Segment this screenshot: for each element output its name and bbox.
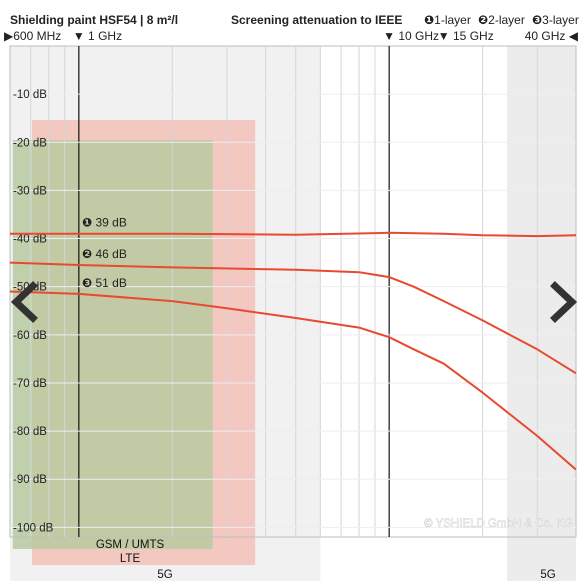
annotation-1: ❶ 39 dB bbox=[82, 216, 127, 230]
band-gsm-umts bbox=[12, 140, 213, 549]
y-tick-label: -30 dB bbox=[13, 185, 47, 197]
series-lines bbox=[9, 231, 577, 471]
band-5g-mmwave bbox=[507, 46, 576, 581]
band-label-4: 5G bbox=[540, 569, 555, 581]
grid bbox=[10, 46, 576, 537]
annotation-marker: ❷ bbox=[82, 247, 96, 261]
annotation-value: 46 dB bbox=[96, 247, 127, 261]
legend-label: 3-layer bbox=[542, 13, 579, 27]
annotation-value: 39 dB bbox=[96, 216, 127, 230]
annotation-2: ❷ 46 dB bbox=[82, 247, 127, 261]
y-tick-label: -90 dB bbox=[13, 474, 47, 486]
y-tick-label: -100 dB bbox=[13, 522, 54, 534]
legend-item-1: ❶1-layer bbox=[424, 13, 471, 27]
legend-label: 1-layer bbox=[434, 13, 471, 27]
band-label-3: 5G bbox=[157, 569, 172, 581]
chevron-right-icon bbox=[550, 281, 578, 323]
series-annotations: ❶ 39 dB ❷ 46 dB ❸ 51 dB bbox=[82, 216, 127, 290]
annotation-marker: ❶ bbox=[82, 216, 96, 230]
next-arrow-button[interactable]: › bbox=[0, 0, 578, 323]
prev-arrow-button[interactable]: ‹ bbox=[0, 0, 38, 323]
freq-marker-5: 40 GHz ◀ bbox=[525, 29, 579, 43]
series-line-2 bbox=[9, 261, 577, 375]
frequency-markers: ▶600 MHz ▼ 1 GHz ▼ 10 GHz▼ 15 GHz 40 GHz ◀ bbox=[4, 29, 579, 43]
copyright-text: © YSHIELD GmbH & Co. KG bbox=[424, 518, 573, 530]
freq-marker-3: ▼ 10 GHz bbox=[383, 29, 439, 43]
series-line-1 bbox=[10, 231, 577, 238]
freq-marker-1: ▶600 MHz bbox=[4, 29, 61, 43]
freq-marker-2: ▼ 1 GHz bbox=[73, 29, 122, 43]
annotation-3: ❸ 51 dB bbox=[82, 276, 127, 290]
chart-subtitle: Screening attenuation to IEEE bbox=[231, 13, 402, 27]
series-line-3 bbox=[9, 290, 577, 471]
y-tick-labels: -10 dB-20 dB-30 dB-40 dB-50 dB-60 dB-70 … bbox=[13, 89, 54, 534]
band-label-1: GSM / UMTS bbox=[96, 539, 165, 551]
chevron-left-icon bbox=[10, 281, 38, 323]
y-tick-label: -20 dB bbox=[13, 137, 47, 149]
band-label-2: LTE bbox=[120, 553, 141, 565]
y-tick-label: -10 dB bbox=[13, 89, 47, 101]
legend-label: 2-layer bbox=[488, 13, 525, 27]
freq-marker-4: ▼ 15 GHz bbox=[438, 29, 494, 43]
legend-marker: ❷ bbox=[478, 13, 488, 27]
chart-title: Shielding paint HSF54 | 8 m²/l bbox=[10, 13, 178, 27]
y-tick-label: -70 dB bbox=[13, 378, 47, 390]
legend-item-3: ❸3-layer bbox=[532, 13, 579, 27]
legend-marker: ❶ bbox=[424, 13, 434, 27]
y-tick-label: -80 dB bbox=[13, 426, 47, 438]
annotation-marker: ❸ bbox=[82, 276, 96, 290]
y-tick-label: -40 dB bbox=[13, 234, 47, 246]
legend: ❶1-layer ❷2-layer ❸3-layer bbox=[424, 13, 579, 27]
legend-marker: ❸ bbox=[532, 13, 542, 27]
legend-item-2: ❷2-layer bbox=[478, 13, 525, 27]
band-labels: GSM / UMTS LTE 5G 5G bbox=[96, 539, 556, 581]
frequency-bands bbox=[9, 45, 577, 581]
y-tick-label: -60 dB bbox=[13, 330, 47, 342]
annotation-value: 51 dB bbox=[96, 276, 127, 290]
